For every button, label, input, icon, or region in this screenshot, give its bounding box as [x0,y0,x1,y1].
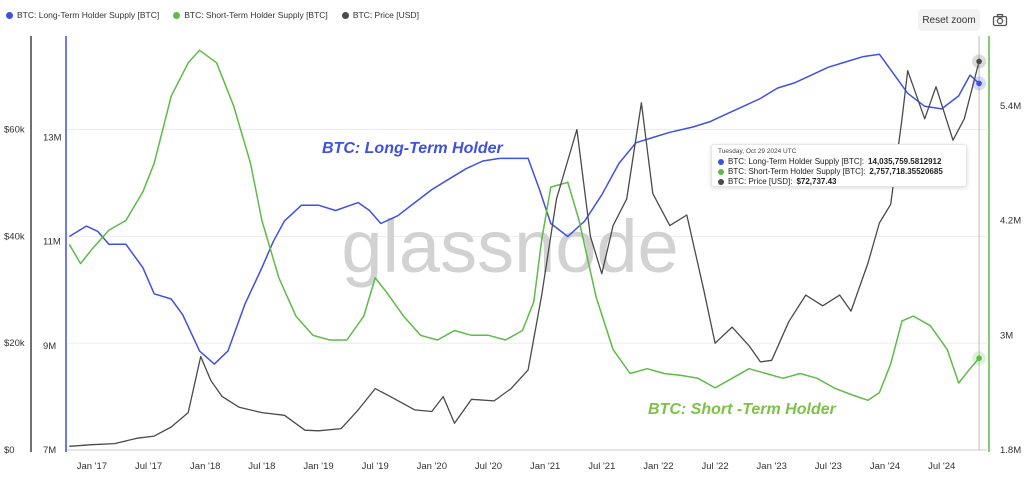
lth-tick-label: 13M [43,133,62,144]
sth-tick-label: 4.2M [1000,216,1021,227]
marker-price [976,58,982,65]
x-tick-label: Jul '22 [701,461,728,472]
legend-dot-lth [6,11,13,19]
legend-label-price: BTC: Price [USD] [352,10,419,20]
watermark: glassnode [341,205,678,288]
price-series-line [69,61,980,447]
annotation-sth: BTC: Short -Term Holder [648,401,837,418]
lth-tick-label: 9M [43,341,56,352]
series-layer [68,49,980,447]
tooltip-value-lth: 14,035,759.5812912 [868,157,942,166]
price-tick-label: $60k [4,124,25,135]
x-tick-label: Jan '19 [303,461,333,472]
tooltip-label-sth: BTC: Short-Term Holder Supply [BTC]: [728,167,866,176]
sth-tick-label: 5.4M [1000,101,1021,112]
sth-tick-label: 3M [1000,330,1013,341]
reset-zoom-button[interactable]: Reset zoom [918,9,980,31]
marker-sth [976,355,982,362]
marker-lth [976,80,982,87]
lth-series-line [68,53,980,365]
price-tick-label: $0 [4,445,15,456]
x-tick-label: Jan '20 [417,461,447,472]
axes: $0 $20k $40k $60k 7M 9M 11M 13M 1.8M 3M 4.2M 5.4M Ja… [4,36,1021,472]
lth-tick-label: 11M [43,237,61,248]
x-tick-label: Jan '17 [77,461,107,472]
x-tick-label: Jan '21 [530,461,560,472]
tooltip-label-lth: BTC: Long-Term Holder Supply [BTC]: [728,157,865,166]
x-tick-label: Jul '24 [928,461,955,472]
legend-dot-price [341,11,349,19]
x-tick-label: Jan '22 [643,461,673,472]
x-tick-label: Jan '24 [870,461,900,472]
x-tick-label: Jul '21 [588,461,615,472]
tooltip-dot-sth [718,169,724,175]
tooltip-dot-price [718,179,724,185]
legend-item-lth[interactable]: BTC: Long-Term Holder Supply [BTC] [6,10,159,20]
annotation-lth: BTC: Long-Term Holder [322,140,504,157]
tooltip-dot-lth [718,159,724,165]
x-tick-label: Jul '19 [362,461,389,472]
tooltip-value-sth: 2,757,718.35520685 [869,167,943,176]
sth-series-line [68,49,980,402]
x-tick-label: Jan '18 [190,461,220,472]
tooltip-row-price: BTC: Price [USD]: $72,737.43 [718,177,960,187]
tooltip-value-price: $72,737.43 [796,177,837,186]
camera-icon[interactable] [992,12,1008,28]
price-tick-label: $40k [4,231,25,242]
x-tick-label: Jul '20 [475,461,502,472]
legend-dot-sth [173,11,181,19]
sth-tick-label: 1.8M [1000,445,1021,456]
tooltip-row-sth: BTC: Short-Term Holder Supply [BTC]: 2,7… [718,167,960,177]
tooltip: Tuesday, Oct 29 2024 UTC BTC: Long-Term … [711,144,967,187]
legend-item-sth[interactable]: BTC: Short-Term Holder Supply [BTC] [173,10,328,20]
legend-label-sth: BTC: Short-Term Holder Supply [BTC] [184,10,328,20]
legend-item-price[interactable]: BTC: Price [USD] [341,10,419,20]
hover-markers [972,36,987,450]
tooltip-row-lth: BTC: Long-Term Holder Supply [BTC]: 14,0… [718,157,960,167]
lth-tick-label: 7M [43,445,56,456]
price-tick-label: $20k [4,338,25,349]
chart-legend: BTC: Long-Term Holder Supply [BTC] BTC: … [6,10,419,20]
tooltip-date: Tuesday, Oct 29 2024 UTC [718,148,797,155]
x-tick-label: Jul '17 [135,461,162,472]
x-tick-label: Jul '18 [248,461,275,472]
x-tick-label: Jul '23 [815,461,842,472]
x-tick-label: Jan '23 [757,461,787,472]
legend-label-lth: BTC: Long-Term Holder Supply [BTC] [17,10,160,20]
tooltip-label-price: BTC: Price [USD]: [728,177,793,186]
